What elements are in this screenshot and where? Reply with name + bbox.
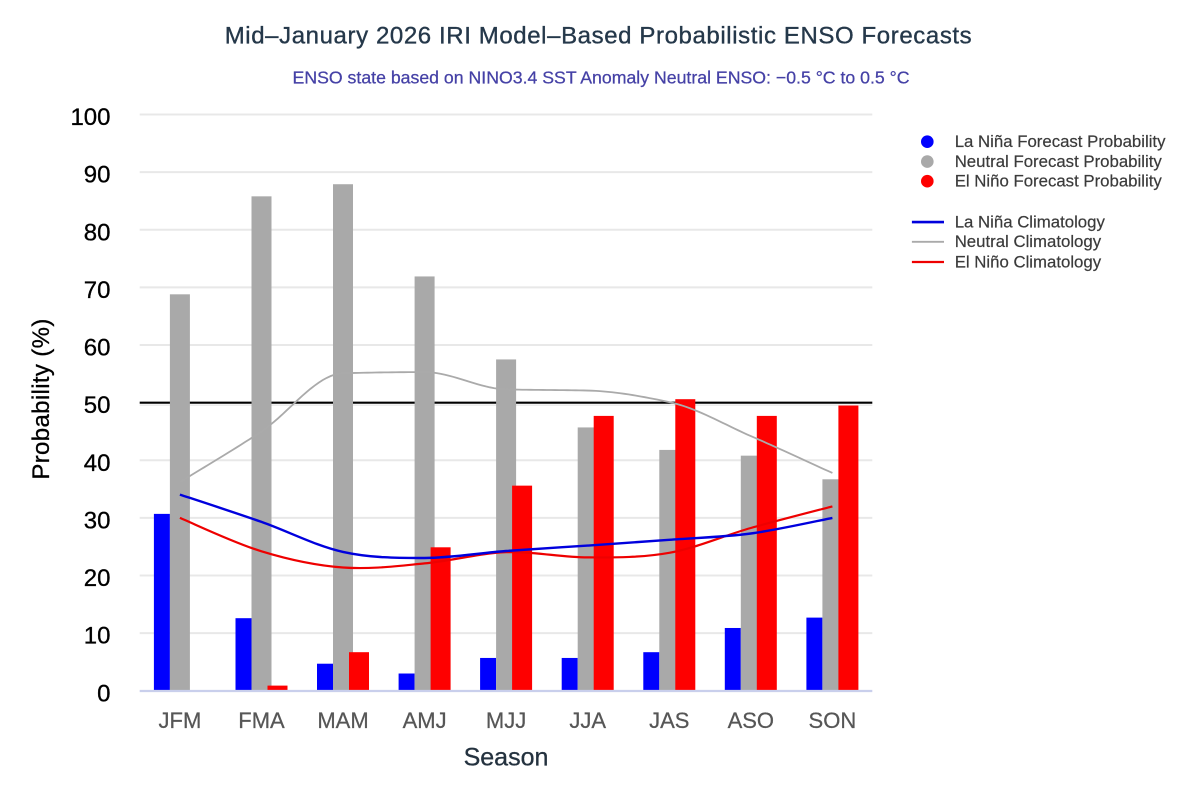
svg-text:ENSO state based on NINO3.4 SS: ENSO state based on NINO3.4 SST Anomaly … [293, 68, 910, 88]
svg-text:JAS: JAS [649, 708, 689, 733]
svg-text:60: 60 [84, 335, 111, 362]
svg-text:MJJ: MJJ [486, 708, 526, 733]
svg-text:90: 90 [84, 162, 111, 189]
svg-text:La Niña Forecast Probability: La Niña Forecast Probability [955, 132, 1166, 151]
svg-text:FMA: FMA [238, 708, 285, 733]
svg-text:70: 70 [84, 277, 111, 304]
svg-text:AMJ: AMJ [403, 708, 447, 733]
svg-text:MAM: MAM [317, 708, 368, 733]
svg-text:30: 30 [84, 507, 111, 534]
svg-text:Neutral Climatology: Neutral Climatology [955, 232, 1102, 251]
svg-text:SON: SON [809, 708, 857, 733]
svg-text:Probability (%): Probability (%) [28, 318, 55, 479]
svg-text:80: 80 [84, 219, 111, 246]
svg-text:0: 0 [97, 680, 110, 707]
svg-text:Neutral Forecast Probability: Neutral Forecast Probability [955, 152, 1163, 171]
svg-text:JFM: JFM [159, 708, 202, 733]
svg-text:El Niño Climatology: El Niño Climatology [955, 252, 1102, 271]
svg-text:40: 40 [84, 450, 111, 477]
svg-text:Mid–January 2026 IRI Model–Bas: Mid–January 2026 IRI Model–Based Probabi… [225, 23, 973, 50]
svg-text:La Niña Climatology: La Niña Climatology [955, 212, 1106, 231]
svg-text:JJA: JJA [569, 708, 606, 733]
svg-text:ASO: ASO [728, 708, 774, 733]
svg-text:Season: Season [464, 744, 549, 772]
svg-text:20: 20 [84, 565, 111, 592]
svg-text:El Niño Forecast Probability: El Niño Forecast Probability [955, 172, 1163, 191]
svg-text:100: 100 [70, 104, 110, 131]
svg-text:50: 50 [84, 392, 111, 419]
svg-text:10: 10 [84, 623, 111, 650]
